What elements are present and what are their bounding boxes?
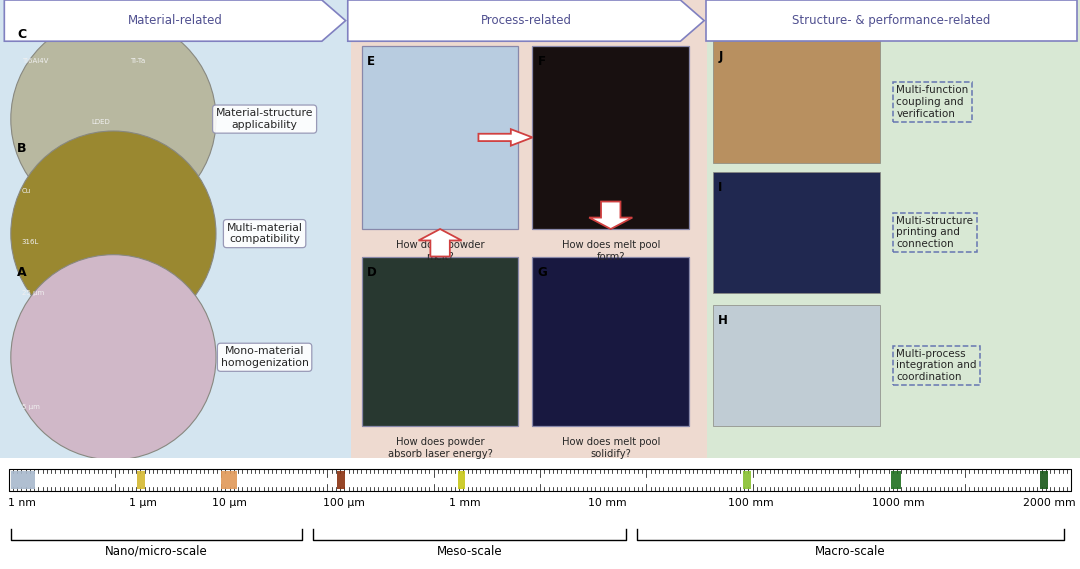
Text: Multi-function
coupling and
verification: Multi-function coupling and verification	[896, 85, 969, 118]
FancyBboxPatch shape	[0, 0, 351, 458]
FancyBboxPatch shape	[221, 471, 237, 489]
FancyBboxPatch shape	[362, 257, 518, 426]
FancyBboxPatch shape	[713, 41, 880, 163]
Text: Meso-scale: Meso-scale	[437, 545, 502, 558]
Polygon shape	[419, 229, 462, 257]
Text: Multi-material
compatibility: Multi-material compatibility	[227, 223, 302, 245]
FancyBboxPatch shape	[713, 304, 880, 426]
Text: Cu: Cu	[22, 188, 31, 193]
Text: Macro-scale: Macro-scale	[815, 545, 886, 558]
FancyBboxPatch shape	[1040, 471, 1048, 489]
Text: Process-related: Process-related	[481, 14, 571, 27]
Text: 5 μm: 5 μm	[22, 403, 40, 410]
FancyBboxPatch shape	[532, 257, 689, 426]
Text: Ti-Ta: Ti-Ta	[130, 57, 145, 64]
Text: A: A	[17, 266, 27, 279]
Text: LDED: LDED	[92, 119, 110, 125]
Text: Material-structure
applicability: Material-structure applicability	[216, 108, 313, 130]
Text: Multi-structure
printing and
connection: Multi-structure printing and connection	[896, 216, 973, 249]
Text: J: J	[718, 51, 723, 63]
Text: G: G	[538, 266, 548, 279]
Text: I: I	[718, 181, 723, 194]
Text: E: E	[367, 55, 375, 68]
Polygon shape	[706, 0, 1077, 41]
Text: Material-related: Material-related	[127, 14, 222, 27]
Polygon shape	[348, 0, 704, 41]
Text: H: H	[718, 314, 728, 327]
Text: C: C	[17, 28, 26, 41]
Text: 1 mm: 1 mm	[448, 498, 481, 508]
Polygon shape	[478, 129, 532, 146]
FancyBboxPatch shape	[532, 46, 689, 229]
Ellipse shape	[11, 255, 216, 460]
Ellipse shape	[11, 131, 216, 336]
Text: 316L: 316L	[22, 239, 39, 245]
Text: Mono-material
homogenization: Mono-material homogenization	[220, 347, 309, 368]
Text: 100 mm: 100 mm	[728, 498, 773, 508]
Text: D: D	[367, 266, 377, 279]
Text: 100 μm: 100 μm	[323, 498, 364, 508]
Text: How does melt pool
solidify?: How does melt pool solidify?	[562, 438, 660, 459]
Text: 10 mm: 10 mm	[588, 498, 626, 508]
Text: 1 nm: 1 nm	[8, 498, 36, 508]
FancyBboxPatch shape	[362, 46, 518, 229]
Text: 10 μm: 10 μm	[212, 498, 246, 508]
Text: 1 μm: 1 μm	[129, 498, 157, 508]
Text: F: F	[538, 55, 545, 68]
Text: How does powder
melt?: How does powder melt?	[395, 241, 485, 262]
Text: How does melt pool
form?: How does melt pool form?	[562, 241, 660, 262]
Text: B: B	[17, 142, 27, 155]
FancyBboxPatch shape	[458, 471, 465, 489]
FancyBboxPatch shape	[11, 471, 35, 489]
FancyBboxPatch shape	[337, 471, 345, 489]
Polygon shape	[590, 201, 633, 229]
Text: 1000 mm: 1000 mm	[873, 498, 924, 508]
FancyBboxPatch shape	[351, 0, 707, 458]
FancyBboxPatch shape	[891, 471, 901, 489]
FancyBboxPatch shape	[707, 0, 1080, 458]
FancyBboxPatch shape	[9, 469, 1071, 492]
Text: 25 μm: 25 μm	[22, 290, 44, 296]
Ellipse shape	[11, 17, 216, 222]
Text: How does powder
absorb laser energy?: How does powder absorb laser energy?	[388, 438, 492, 459]
Text: Ti6Al4V: Ti6Al4V	[22, 57, 48, 64]
Text: Multi-process
integration and
coordination: Multi-process integration and coordinati…	[896, 349, 977, 382]
Text: Structure- & performance-related: Structure- & performance-related	[793, 14, 990, 27]
Text: Nano/micro-scale: Nano/micro-scale	[105, 545, 208, 558]
FancyBboxPatch shape	[713, 172, 880, 293]
FancyBboxPatch shape	[743, 471, 751, 489]
Polygon shape	[4, 0, 346, 41]
Text: 2000 mm: 2000 mm	[1024, 498, 1076, 508]
FancyBboxPatch shape	[137, 471, 145, 489]
